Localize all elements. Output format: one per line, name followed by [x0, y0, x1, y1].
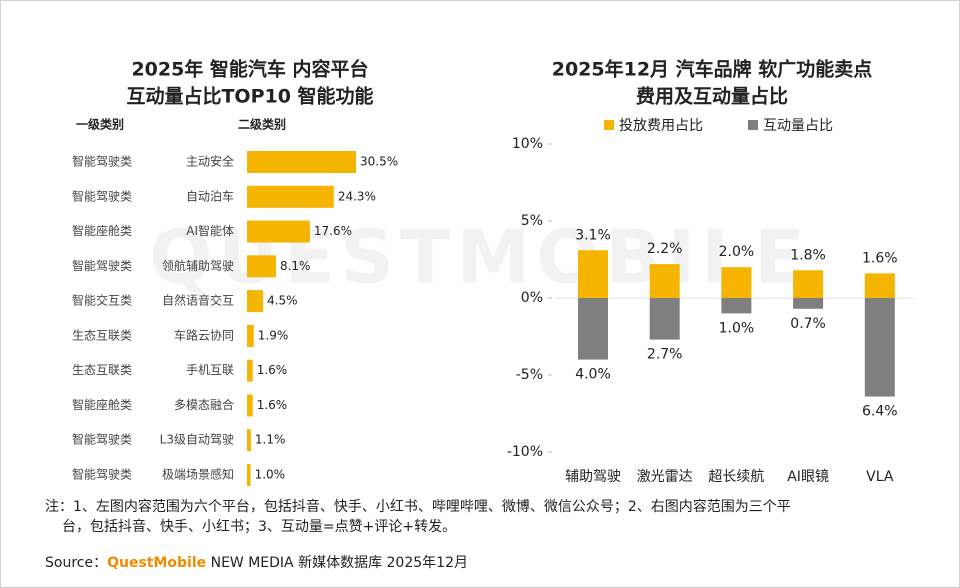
y-tick-label: 领航辅助驾驶 — [162, 258, 234, 273]
value-label: 1.0% — [719, 320, 755, 336]
bar — [247, 290, 264, 313]
y-tick-label: 主动安全 — [186, 154, 234, 169]
source: Source：QuestMobile NEW MEDIA 新媒体数据库 2025… — [45, 555, 468, 571]
y-tick-label: 自然语音交互 — [162, 293, 234, 308]
group-label: 智能驾驶类 — [72, 188, 132, 203]
value-label: 1.1% — [255, 433, 286, 447]
legend-label: 投放费用占比 — [619, 118, 703, 134]
bar — [578, 250, 608, 298]
x-tick-label: 超长续航 — [708, 468, 764, 485]
x-tick-label: 辅助驾驶 — [565, 469, 621, 485]
y-tick-label: 车路云协同 — [174, 327, 234, 342]
bar — [247, 464, 251, 486]
value-label: 1.6% — [257, 363, 288, 377]
bar — [247, 359, 253, 382]
y-tick-label: -10% — [507, 444, 543, 460]
source-brand: QuestMobile — [107, 555, 206, 571]
bar — [649, 264, 680, 298]
value-label: 17.6% — [314, 224, 352, 238]
y-tick-label: 5% — [521, 213, 543, 229]
y-tick-label: 极端场景感知 — [162, 467, 234, 482]
bar — [793, 298, 824, 309]
group-label: 智能驾驶类 — [72, 432, 132, 447]
y-tick-label: L3级自动驾驶 — [160, 432, 234, 447]
value-label: 24.3% — [338, 189, 376, 203]
group-label: 智能座舱类 — [72, 397, 132, 412]
y-tick-label: 多模态融合 — [174, 397, 234, 412]
chart-title: 费用及互动量占比 — [636, 85, 788, 108]
value-label: 1.9% — [258, 328, 289, 342]
group-label: 生态互联类 — [72, 328, 132, 342]
note: 台，包括抖音、快手、小红书；3、互动量=点赞+评论+转发。 — [62, 518, 456, 535]
bar — [649, 298, 680, 340]
note: 注：1、左图内容范围为六个平台，包括抖音、快手、小红书、哔哩哔哩、微博、微信公众… — [45, 498, 791, 515]
x-tick-label: VLA — [866, 469, 894, 485]
bar — [721, 298, 752, 314]
bar — [247, 429, 251, 452]
value-label: 1.0% — [255, 468, 286, 482]
bar — [578, 298, 608, 360]
group-label: 智能驾驶类 — [72, 467, 132, 482]
bar — [793, 270, 824, 298]
bar — [864, 273, 895, 298]
legend-swatch — [748, 120, 758, 130]
legend-label: 互动量占比 — [763, 118, 833, 134]
bar — [247, 185, 334, 208]
x-tick-label: AI眼镜 — [787, 469, 829, 485]
value-label: 4.0% — [575, 367, 611, 383]
x-tick-label: 激光雷达 — [637, 468, 693, 485]
value-label: 1.6% — [257, 398, 288, 412]
group-label: 智能驾驶类 — [72, 154, 132, 169]
value-label: 4.5% — [267, 294, 298, 308]
group-label: 智能驾驶类 — [72, 258, 132, 273]
y-tick-label: -5% — [516, 367, 543, 383]
value-label: 2.2% — [647, 241, 683, 257]
chart-title: 互动量占比TOP10 智能功能 — [126, 85, 373, 108]
column-header: 一级类别 — [76, 117, 124, 132]
bar — [247, 255, 276, 278]
value-label: 30.5% — [360, 155, 398, 169]
chart-title: 2025年12月 汽车品牌 软广功能卖点 — [552, 58, 873, 81]
value-label: 8.1% — [280, 259, 311, 273]
column-header: 二级类别 — [238, 117, 286, 132]
legend-swatch — [604, 120, 614, 130]
source-label: Source： — [45, 555, 107, 571]
bar — [721, 267, 752, 298]
value-label: 2.0% — [719, 244, 755, 260]
group-label: 智能座舱类 — [72, 223, 132, 238]
value-label: 1.8% — [790, 247, 826, 263]
y-tick-label: AI智能体 — [186, 223, 234, 238]
value-label: 3.1% — [575, 227, 611, 243]
value-label: 0.7% — [790, 316, 826, 332]
bar — [247, 151, 356, 173]
y-tick-label: 自动泊车 — [186, 188, 234, 203]
y-tick-label: 手机互联 — [186, 363, 234, 377]
y-tick-label: 0% — [521, 290, 543, 306]
bar — [247, 394, 253, 417]
value-label: 2.7% — [647, 347, 683, 363]
bar — [247, 324, 254, 347]
group-label: 智能交互类 — [72, 293, 132, 308]
value-label: 1.6% — [862, 250, 898, 266]
chart-title: 2025年 智能汽车 内容平台 — [131, 58, 368, 81]
y-tick-label: 10% — [512, 136, 543, 152]
bar — [864, 298, 895, 397]
bar — [247, 220, 310, 243]
source-rest: NEW MEDIA 新媒体数据库 2025年12月 — [206, 555, 468, 571]
group-label: 生态互联类 — [72, 363, 132, 377]
value-label: 6.4% — [862, 404, 898, 420]
